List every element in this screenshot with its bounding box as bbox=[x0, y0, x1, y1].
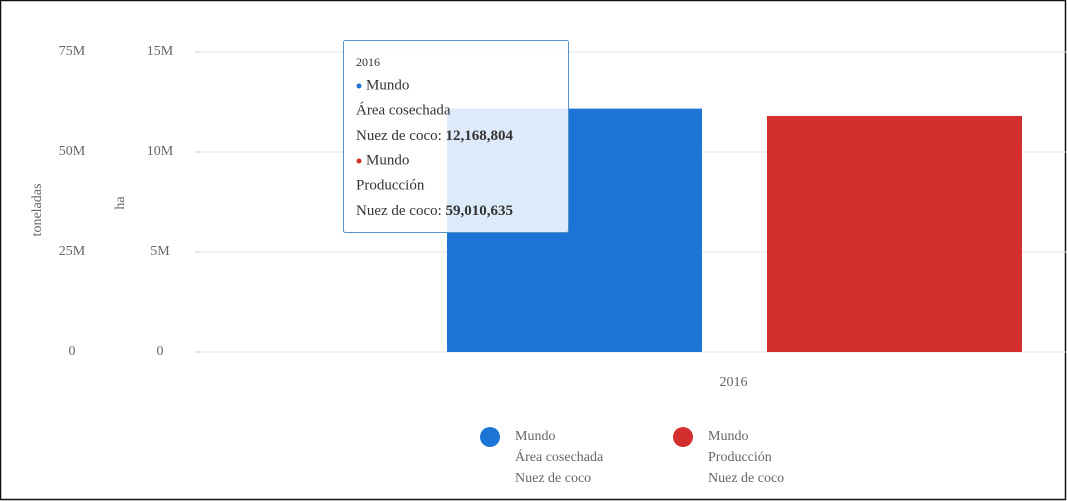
legend-label: Mundo bbox=[708, 429, 748, 444]
legend-label: Nuez de coco bbox=[515, 471, 591, 486]
tooltip: 2016 Mundo Área cosechada Nuez de coco: 12,… bbox=[343, 40, 569, 233]
tooltip-series-name: Mundo bbox=[366, 152, 409, 168]
tooltip-bullet bbox=[356, 158, 362, 164]
legend-marker bbox=[480, 427, 500, 447]
legend-label: Área cosechada bbox=[515, 448, 604, 465]
legend-label: Producción bbox=[708, 450, 772, 465]
tooltip-series-name: Mundo bbox=[366, 77, 409, 93]
tooltip-item: Nuez de coco: bbox=[356, 203, 442, 219]
y-axis-title: ha bbox=[113, 196, 128, 210]
tooltip-title: 2016 bbox=[356, 55, 380, 69]
tooltip-item: Nuez de coco: bbox=[356, 128, 442, 144]
tooltip-element: Área cosechada bbox=[356, 101, 451, 118]
tooltip-box bbox=[343, 40, 569, 233]
tooltip-value-line: Nuez de coco: 12,168,804 bbox=[356, 128, 514, 144]
y2-tick-label: 75M bbox=[59, 44, 86, 59]
y2-tick-label: 25M bbox=[59, 244, 86, 259]
legend-label: Nuez de coco bbox=[708, 471, 784, 486]
y2-axis-title: toneladas bbox=[30, 184, 45, 237]
y-tick-label: 5M bbox=[150, 244, 170, 259]
tooltip-value: 59,010,635 bbox=[446, 203, 514, 219]
bar bbox=[767, 115, 1022, 352]
y-tick-label: 10M bbox=[147, 144, 174, 159]
legend-label: Mundo bbox=[515, 429, 555, 444]
y-tick-label: 15M bbox=[147, 44, 174, 59]
legend-marker bbox=[673, 427, 693, 447]
x-tick-label: 2016 bbox=[720, 375, 748, 390]
y2-tick-label: 0 bbox=[69, 344, 76, 359]
tooltip-value: 12,168,804 bbox=[446, 128, 514, 144]
y2-tick-label: 50M bbox=[59, 144, 86, 159]
tooltip-element: Producción bbox=[356, 177, 425, 193]
y-tick-label: 0 bbox=[157, 344, 164, 359]
tooltip-bullet bbox=[356, 83, 362, 89]
tooltip-value-line: Nuez de coco: 59,010,635 bbox=[356, 203, 513, 219]
